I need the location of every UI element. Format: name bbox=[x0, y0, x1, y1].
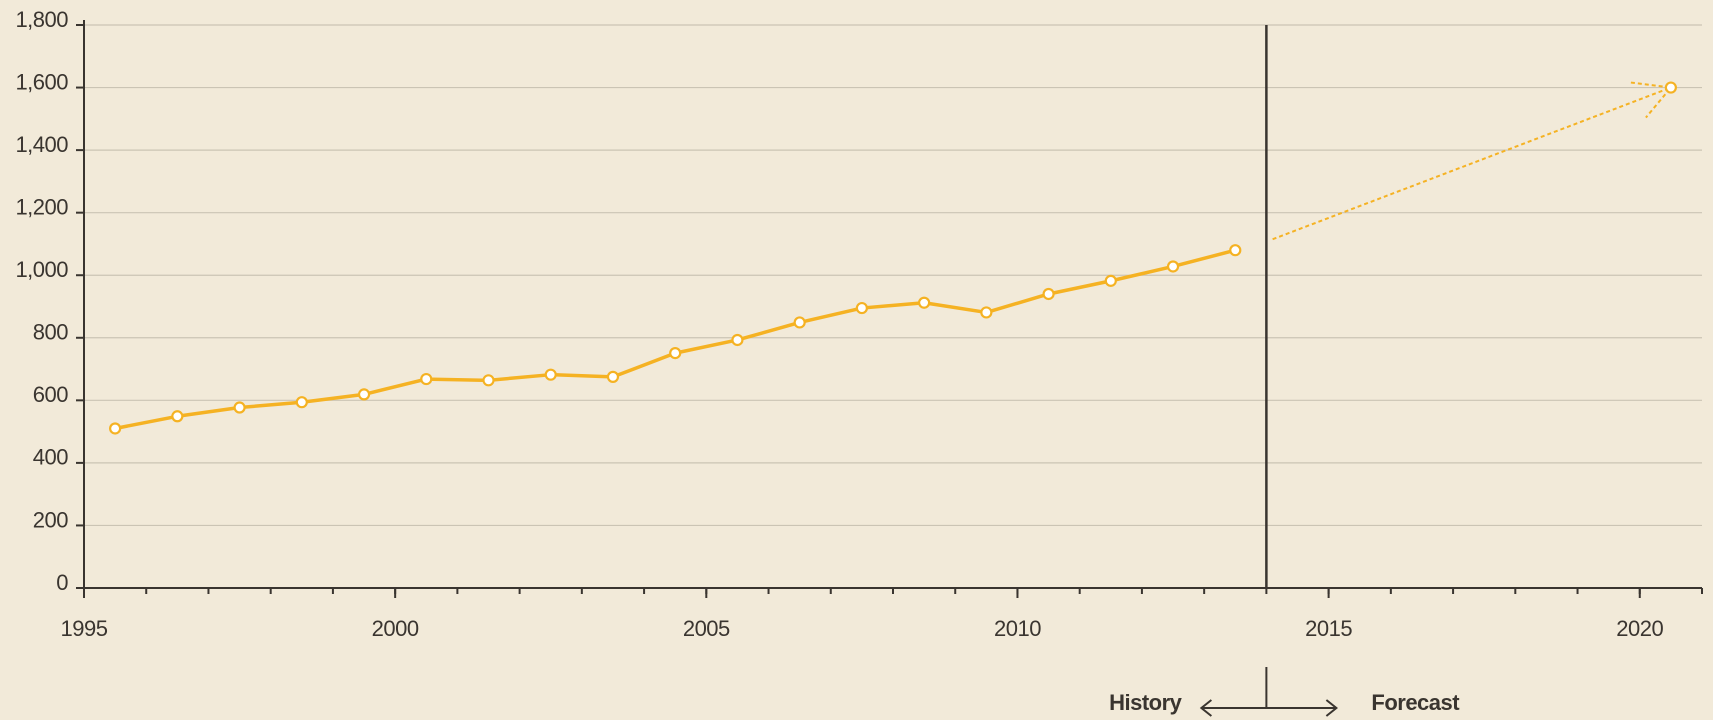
point bbox=[1229, 244, 1242, 257]
point bbox=[669, 347, 682, 360]
forecast-line bbox=[1272, 86, 1672, 241]
x-tick-label: 2020 bbox=[1616, 616, 1663, 641]
point bbox=[731, 333, 744, 347]
point bbox=[482, 374, 495, 387]
forecast-point bbox=[1664, 81, 1677, 94]
point bbox=[420, 372, 433, 386]
y-tick-label: 800 bbox=[33, 320, 68, 345]
y-tick-label: 1,600 bbox=[15, 69, 68, 94]
point bbox=[233, 401, 246, 414]
y-tick-label: 1,800 bbox=[15, 7, 68, 32]
line bbox=[114, 248, 1236, 431]
x-tick-label: 2000 bbox=[372, 616, 419, 641]
point bbox=[793, 316, 806, 329]
history-label: History bbox=[1109, 690, 1183, 715]
point bbox=[109, 422, 122, 435]
point bbox=[1104, 274, 1117, 287]
x-tick-label: 2015 bbox=[1305, 616, 1352, 641]
y-tick-label: 0 bbox=[56, 570, 68, 595]
point bbox=[918, 296, 931, 309]
point bbox=[980, 306, 993, 319]
x-tick-label: 2010 bbox=[994, 616, 1041, 641]
point bbox=[1042, 287, 1055, 301]
forecast-label: Forecast bbox=[1371, 690, 1460, 715]
y-tick-label: 1,200 bbox=[15, 194, 68, 219]
point bbox=[544, 368, 557, 381]
x-tick-label: 1995 bbox=[61, 616, 108, 641]
point bbox=[855, 301, 868, 315]
y-tick-label: 200 bbox=[33, 507, 68, 532]
point bbox=[357, 388, 371, 401]
history-forecast-arrow bbox=[1199, 699, 1338, 717]
point bbox=[295, 396, 308, 409]
y-tick-label: 1,400 bbox=[15, 132, 68, 157]
y-tick-label: 1,000 bbox=[15, 257, 68, 282]
point bbox=[1166, 260, 1180, 273]
y-tick-label: 400 bbox=[33, 445, 68, 470]
forecast-arrowhead bbox=[1630, 81, 1673, 119]
point bbox=[606, 370, 620, 383]
point bbox=[171, 410, 184, 423]
x-tick-label: 2005 bbox=[683, 616, 730, 641]
y-tick-label: 600 bbox=[33, 382, 68, 407]
